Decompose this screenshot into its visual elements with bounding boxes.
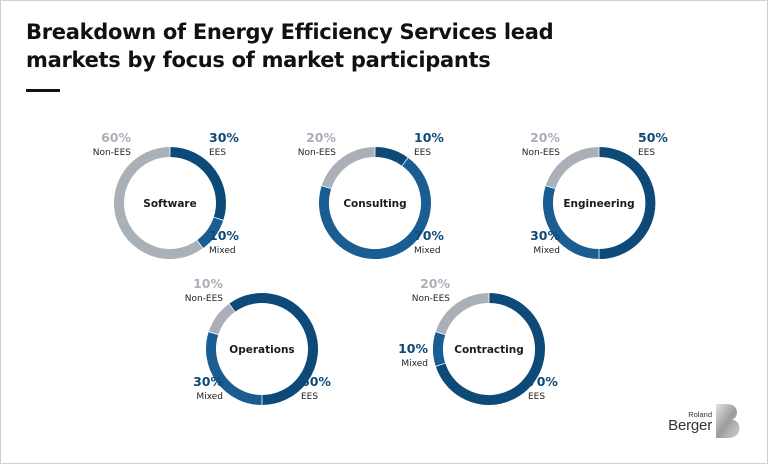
data-label-percent: 30% bbox=[530, 228, 560, 243]
logo-berger-text: Berger bbox=[668, 417, 712, 434]
data-label-category: Mixed bbox=[209, 246, 236, 256]
segment-non-ees bbox=[435, 293, 489, 335]
logo-b-mark-icon bbox=[716, 404, 740, 438]
logo-roland-text: Roland bbox=[688, 410, 712, 419]
segment-non-ees bbox=[208, 303, 235, 335]
donut-engineering: Engineering 20% Non-EES 50% EES 30% Mixed bbox=[522, 130, 668, 259]
data-label-category: Non-EES bbox=[93, 148, 132, 158]
data-label-percent: 10% bbox=[193, 276, 223, 291]
data-label-category: EES bbox=[528, 392, 545, 402]
segment-mixed bbox=[543, 186, 599, 259]
segment-ees bbox=[599, 147, 656, 259]
segment-mixed bbox=[319, 157, 431, 259]
data-label-category: EES bbox=[414, 148, 431, 158]
data-label-category: Mixed bbox=[401, 359, 428, 369]
data-label-percent: 20% bbox=[306, 130, 336, 145]
segment-non-ees bbox=[114, 147, 203, 259]
donut-consulting: Consulting 20% Non-EES 10% EES 70% Mixed bbox=[298, 130, 444, 259]
data-label-percent: 70% bbox=[414, 228, 444, 243]
data-label-category: Non-EES bbox=[298, 148, 337, 158]
data-label-category: Non-EES bbox=[185, 294, 224, 304]
data-label-percent: 10% bbox=[414, 130, 444, 145]
data-label-percent: 30% bbox=[209, 130, 239, 145]
data-label-percent: 30% bbox=[193, 374, 223, 389]
data-label-percent: 50% bbox=[638, 130, 668, 145]
data-label-percent: 60% bbox=[301, 374, 331, 389]
segment-mixed bbox=[433, 332, 446, 366]
data-label-category: Mixed bbox=[196, 392, 223, 402]
donut-operations: Operations 10% Non-EES 30% Mixed 60% EES bbox=[185, 276, 331, 405]
donut-software: Software 60% Non-EES 30% EES 10% Mixed bbox=[93, 130, 239, 259]
segment-non-ees bbox=[321, 147, 375, 189]
data-label-percent: 60% bbox=[101, 130, 131, 145]
data-label-category: Non-EES bbox=[412, 294, 451, 304]
data-label-category: Non-EES bbox=[522, 148, 561, 158]
data-label-percent: 70% bbox=[528, 374, 558, 389]
segment-ees bbox=[229, 293, 318, 405]
data-label-category: EES bbox=[209, 148, 226, 158]
segment-mixed bbox=[206, 332, 262, 405]
donut-center-label: Consulting bbox=[343, 198, 406, 210]
data-label-percent: 10% bbox=[209, 228, 239, 243]
segment-ees bbox=[170, 147, 226, 220]
donut-contracting: Contracting 20% Non-EES 10% Mixed 70% EES bbox=[398, 276, 558, 405]
data-label-percent: 20% bbox=[530, 130, 560, 145]
data-label-category: Mixed bbox=[533, 246, 560, 256]
segment-mixed bbox=[197, 217, 224, 249]
segment-ees bbox=[435, 293, 545, 405]
data-label-category: EES bbox=[301, 392, 318, 402]
data-label-category: Mixed bbox=[414, 246, 441, 256]
roland-berger-logo: Roland Berger bbox=[668, 404, 748, 444]
title-underline bbox=[26, 89, 60, 92]
data-label-percent: 20% bbox=[420, 276, 450, 291]
segment-non-ees bbox=[545, 147, 599, 189]
donut-center-label: Software bbox=[143, 198, 196, 210]
donut-center-label: Operations bbox=[229, 344, 294, 356]
segment-ees bbox=[375, 147, 408, 166]
page-title: Breakdown of Energy Efficiency Services … bbox=[26, 20, 554, 72]
donut-center-label: Contracting bbox=[454, 344, 524, 356]
data-label-percent: 10% bbox=[398, 341, 428, 356]
data-label-category: EES bbox=[638, 148, 655, 158]
donut-center-label: Engineering bbox=[563, 198, 634, 210]
